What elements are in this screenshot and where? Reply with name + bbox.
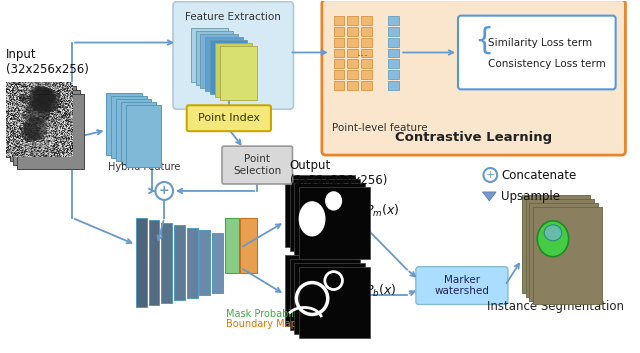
Bar <box>10 86 76 161</box>
Bar <box>289 259 360 330</box>
Bar <box>333 16 344 25</box>
Bar <box>361 82 372 90</box>
Bar <box>361 37 372 47</box>
Bar <box>348 26 358 36</box>
Bar <box>126 105 161 167</box>
Bar <box>348 59 358 68</box>
Bar <box>215 42 252 97</box>
Text: Hybrid Feature: Hybrid Feature <box>108 162 180 172</box>
Text: Instance Segmentation: Instance Segmentation <box>488 299 625 312</box>
Text: +: + <box>159 185 170 197</box>
Bar <box>361 48 372 58</box>
Bar <box>388 82 399 90</box>
Bar <box>300 187 370 259</box>
Bar <box>200 34 237 88</box>
Bar <box>525 199 594 297</box>
Text: Point Index: Point Index <box>198 113 260 123</box>
Bar <box>333 26 344 36</box>
Text: +: + <box>486 170 495 180</box>
Text: Boundary Map: Boundary Map <box>226 319 297 329</box>
Bar <box>294 263 365 334</box>
Bar <box>361 26 372 36</box>
Text: Feature Extraction: Feature Extraction <box>186 12 281 22</box>
Text: {: { <box>475 26 494 55</box>
Bar <box>361 70 372 79</box>
Bar <box>191 28 228 82</box>
FancyBboxPatch shape <box>416 267 508 305</box>
Ellipse shape <box>538 221 568 257</box>
Bar <box>200 230 211 295</box>
Bar <box>196 31 233 85</box>
Bar <box>211 40 248 94</box>
Bar <box>388 37 399 47</box>
Text: Mask Probability Map: Mask Probability Map <box>226 310 330 319</box>
Bar <box>220 46 257 100</box>
Ellipse shape <box>544 225 562 241</box>
Bar <box>388 26 399 36</box>
Bar <box>17 94 84 169</box>
FancyBboxPatch shape <box>187 105 271 131</box>
Polygon shape <box>483 192 496 201</box>
Text: Marker
watershed: Marker watershed <box>435 275 490 297</box>
Bar <box>285 175 355 247</box>
Bar <box>388 70 399 79</box>
Bar <box>333 82 344 90</box>
Bar <box>225 218 239 273</box>
Text: $P_b(x)$: $P_b(x)$ <box>365 282 397 299</box>
Bar <box>136 218 147 307</box>
FancyBboxPatch shape <box>222 146 292 184</box>
Bar <box>121 102 156 164</box>
Bar <box>111 96 147 158</box>
Text: Point
Selection: Point Selection <box>233 154 282 176</box>
Text: Point-level feature: Point-level feature <box>332 123 428 133</box>
Text: Upsample: Upsample <box>501 190 560 203</box>
Bar <box>348 70 358 79</box>
Bar <box>348 48 358 58</box>
Text: Similarity Loss term: Similarity Loss term <box>488 37 593 48</box>
Bar <box>212 233 223 293</box>
Bar <box>333 70 344 79</box>
Bar <box>106 93 141 155</box>
FancyBboxPatch shape <box>173 2 294 109</box>
Bar <box>333 59 344 68</box>
Ellipse shape <box>326 192 342 210</box>
Bar <box>348 16 358 25</box>
Bar <box>116 99 152 161</box>
Bar <box>148 220 159 305</box>
Bar <box>333 37 344 47</box>
Bar <box>285 255 355 327</box>
FancyBboxPatch shape <box>458 16 616 89</box>
Bar <box>348 82 358 90</box>
Text: $P_m(x)$: $P_m(x)$ <box>365 203 399 219</box>
Bar <box>6 82 72 157</box>
Bar <box>533 207 602 305</box>
Bar <box>187 228 198 298</box>
Bar <box>294 183 365 255</box>
Bar <box>174 225 185 300</box>
Text: Output
(2x32x256x256): Output (2x32x256x256) <box>289 159 387 187</box>
Bar <box>239 218 257 273</box>
Ellipse shape <box>300 202 325 236</box>
Text: ...: ... <box>357 46 369 59</box>
Bar <box>388 48 399 58</box>
FancyBboxPatch shape <box>322 0 625 155</box>
Text: Contrastive Learning: Contrastive Learning <box>395 131 552 144</box>
Bar <box>205 37 243 91</box>
Bar <box>300 267 370 339</box>
Bar <box>361 16 372 25</box>
Text: Consistency Loss term: Consistency Loss term <box>488 59 606 70</box>
Bar <box>333 48 344 58</box>
Bar <box>289 179 360 251</box>
Bar <box>522 195 590 293</box>
Bar <box>388 59 399 68</box>
Bar <box>161 223 172 303</box>
Bar <box>13 90 80 165</box>
Bar <box>388 16 399 25</box>
Circle shape <box>156 182 173 200</box>
Bar <box>529 203 598 300</box>
Bar <box>348 37 358 47</box>
Text: Input
(32x256x256): Input (32x256x256) <box>6 48 88 76</box>
Bar <box>361 59 372 68</box>
Text: Concatenate: Concatenate <box>501 168 576 181</box>
